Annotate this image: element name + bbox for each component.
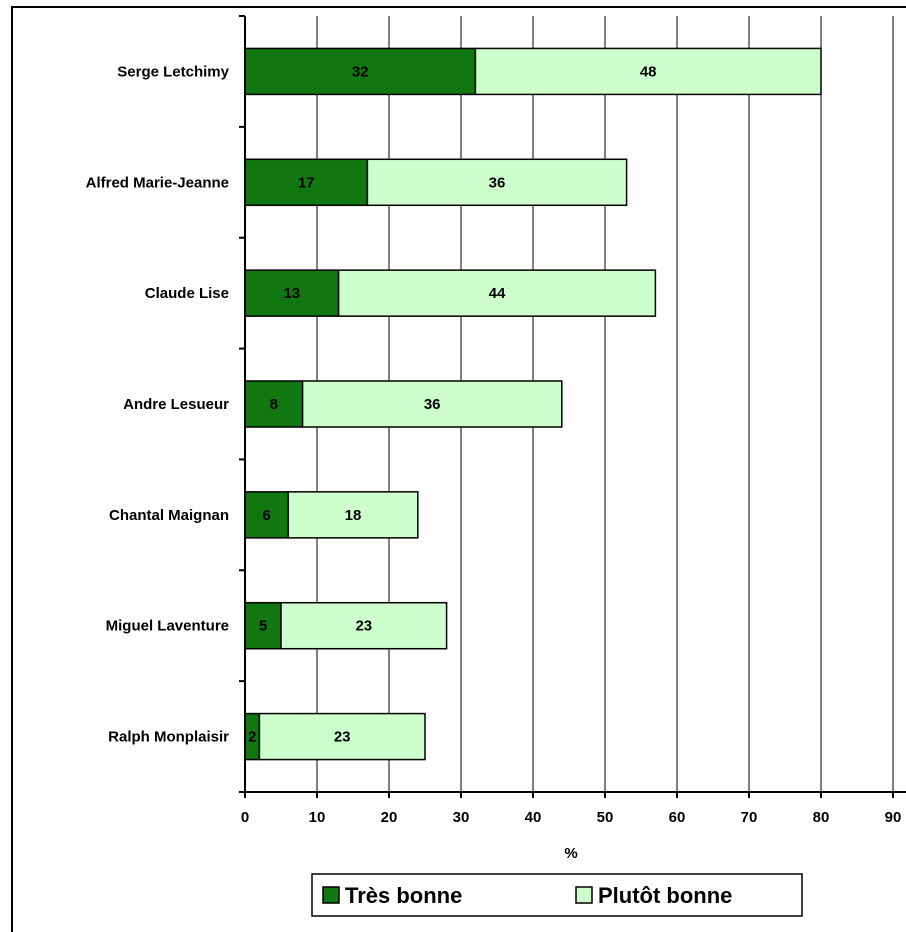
axes — [244, 16, 906, 793]
legend-swatch-tres-bonne — [322, 886, 340, 904]
data-label: 32 — [352, 63, 369, 80]
legend-label-plutot-bonne: Plutôt bonne — [598, 883, 732, 908]
x-tick-label: 80 — [813, 809, 830, 826]
data-label: 8 — [270, 396, 278, 413]
category-label: Chantal Maignan — [109, 507, 229, 524]
x-tick-label: 20 — [381, 809, 398, 826]
legend-label-tres-bonne: Très bonne — [345, 883, 462, 908]
data-label: 13 — [283, 285, 300, 302]
category-label: Serge Letchimy — [117, 63, 229, 80]
bar-plutot-bonne — [258, 712, 426, 761]
data-label: 23 — [355, 618, 372, 635]
category-labels: Serge Letchimy Alfred Marie-Jeanne Claude … — [86, 63, 230, 745]
data-label: 48 — [640, 63, 657, 80]
bar-tres-bonne — [244, 491, 289, 539]
x-tick-label: 30 — [453, 809, 470, 826]
x-tick-label: 40 — [525, 809, 542, 826]
data-label: 6 — [262, 507, 270, 524]
axis-ticks — [239, 15, 894, 798]
data-label: 5 — [259, 618, 267, 635]
data-label: 36 — [424, 396, 441, 413]
chart-frame — [11, 6, 906, 932]
bar-plutot-bonne — [287, 491, 419, 539]
x-tick-label: 60 — [669, 809, 686, 826]
legend: Très bonne Plutôt bonne — [311, 873, 803, 917]
bar-tres-bonne — [244, 47, 477, 96]
category-label: Claude Lise — [145, 285, 229, 302]
category-label: Andre Lesueur — [123, 396, 229, 413]
category-label: Alfred Marie-Jeanne — [86, 174, 229, 191]
data-label: 23 — [334, 729, 351, 746]
x-tick-label: 50 — [597, 809, 614, 826]
data-label: 17 — [298, 174, 315, 191]
x-tick-label: 70 — [741, 809, 758, 826]
data-labels: 32 48 17 36 13 44 8 36 6 18 5 23 2 23 — [248, 63, 657, 745]
data-label: 2 — [248, 729, 256, 746]
legend-swatch-plutot-bonne — [575, 886, 593, 904]
bar-plutot-bonne — [301, 380, 563, 428]
x-tick-label: 90 — [885, 809, 902, 826]
bars — [244, 47, 822, 761]
bar-plutot-bonne — [366, 158, 628, 207]
data-label: 44 — [489, 285, 506, 302]
x-tick-label: 10 — [309, 809, 326, 826]
bar-plutot-bonne — [337, 269, 657, 317]
bar-plutot-bonne — [474, 47, 822, 96]
data-label: 36 — [489, 174, 506, 191]
data-label: 18 — [345, 507, 362, 524]
x-tick-labels: 0 10 20 30 40 50 60 70 80 90 — [241, 809, 902, 826]
category-label: Ralph Monplaisir — [108, 729, 229, 746]
category-label: Miguel Laventure — [106, 618, 229, 635]
x-axis-title: % — [564, 845, 577, 862]
x-tick-label: 0 — [241, 809, 249, 826]
bar-plutot-bonne — [280, 601, 448, 650]
legend-box — [311, 873, 803, 917]
